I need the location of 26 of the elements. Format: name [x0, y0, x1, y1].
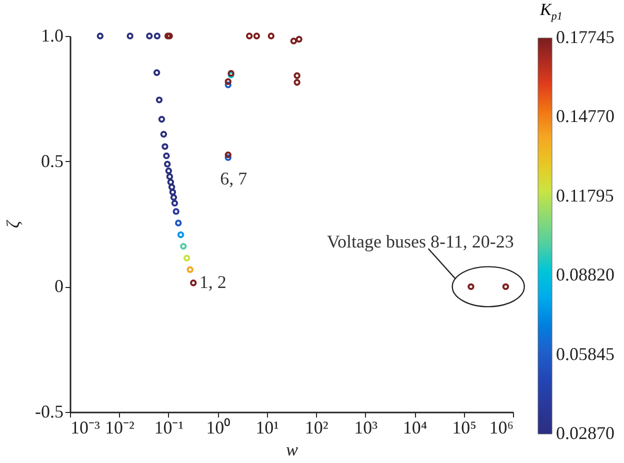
x-tick-label: 10³: [354, 418, 378, 438]
color-bar-label: 0.05845: [556, 344, 614, 364]
x-tick-label: 10⁻¹: [154, 418, 184, 438]
x-tick-label: 10²: [304, 418, 328, 438]
annotation: 6, 7: [220, 168, 248, 189]
color-bar-label: 0.11795: [556, 185, 614, 206]
y-tick-label: 0.5: [41, 150, 64, 171]
color-bar-label: 0.08820: [556, 264, 614, 285]
x-tick-label: 10⁻³: [70, 418, 100, 438]
x-tick-label: 10⁻²: [105, 418, 134, 438]
annotation: Voltage buses 8-11, 20-23: [326, 232, 514, 252]
annotation: 1, 2: [199, 272, 226, 292]
y-axis-title: ζ: [3, 219, 24, 228]
y-tick-label: 1.0: [41, 26, 64, 46]
color-bar-label: 0.02870: [556, 423, 614, 443]
y-tick-label: 0: [54, 276, 64, 296]
x-tick-label: 10¹: [256, 418, 280, 438]
x-tick-label: 10⁶: [489, 418, 514, 438]
x-tick-label: 10⁰: [206, 418, 230, 438]
color-bar-label: 0.17745: [556, 27, 614, 47]
x-tick-label: 10⁴: [402, 418, 428, 438]
x-axis-title: w: [286, 440, 298, 460]
color-bar-label: 0.14770: [556, 106, 614, 126]
color-bar-title: K$_{p1}$: [540, 0, 562, 22]
x-tick-label: 10⁵: [452, 418, 476, 438]
y-tick-label: -0.5: [35, 402, 64, 422]
